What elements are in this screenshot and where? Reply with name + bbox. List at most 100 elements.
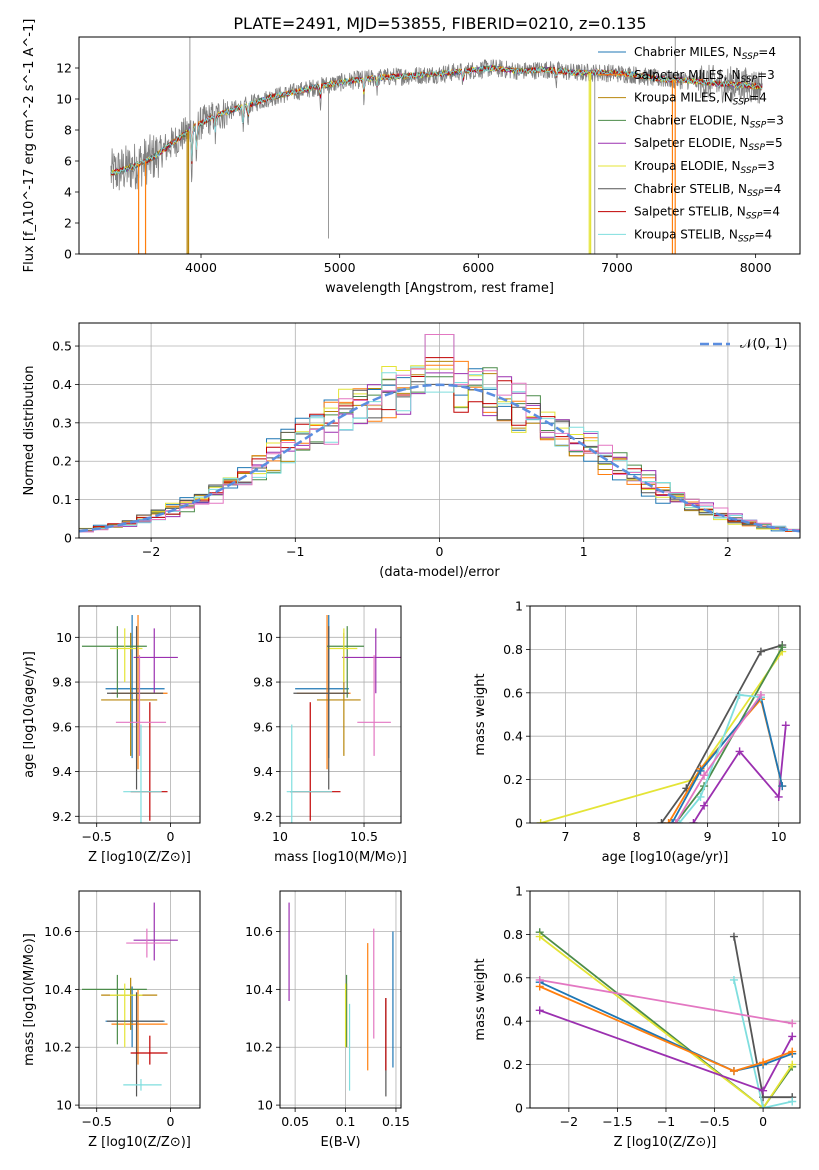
y-tick-label: 10	[257, 630, 273, 645]
x-tick-label: 0	[167, 1114, 175, 1129]
axes-frame	[78, 605, 201, 824]
weight-marker	[536, 819, 545, 823]
weight-marker	[735, 747, 744, 756]
y-tick-label: 9.2	[52, 809, 72, 824]
y-tick-label: 0	[64, 531, 72, 546]
weight-line	[660, 644, 783, 823]
residual-histogram	[79, 334, 800, 534]
model-dropout	[186, 131, 190, 254]
weight-line	[539, 935, 793, 1108]
y-tick-label: 10	[56, 92, 72, 107]
weight-marker	[696, 766, 705, 775]
x-tick-label: 5000	[324, 260, 356, 275]
weight-line	[671, 695, 784, 823]
x-axis-label: Z [log10(Z/Z⊙)]	[614, 1135, 717, 1150]
ebv-mass-panel: 0.05 0.1 0.15 10 10.2 10.4 10.6 E(B-V)	[245, 890, 410, 1150]
plot-area	[81, 902, 178, 1097]
y-tick-label: 0.2	[503, 772, 523, 787]
y-tick-label: 9.6	[253, 719, 273, 734]
y-tick-label: 0.3	[52, 415, 72, 430]
x-tick-label: 0	[436, 544, 444, 559]
weight-marker	[689, 819, 698, 823]
model-dropout	[588, 72, 592, 254]
model-dropout	[671, 79, 676, 254]
weight-marker	[729, 932, 738, 941]
y-tick-label: 10.4	[245, 982, 273, 997]
x-axis-label: mass [log10(M/M⊙)]	[274, 850, 407, 865]
weight-marker	[535, 1006, 544, 1015]
x-axis-label: (data-model)/error	[379, 565, 500, 580]
x-tick-label: 0.05	[281, 1114, 309, 1129]
y-tick-label: 10	[56, 1098, 72, 1113]
x-tick-label: −1	[286, 544, 304, 559]
plot-area	[79, 334, 800, 535]
y-tick-label: 0.2	[52, 454, 72, 469]
y-tick-label: 0.4	[52, 377, 72, 392]
weight-marker	[668, 819, 677, 823]
weight-marker	[756, 647, 765, 656]
weight-marker	[788, 1047, 797, 1056]
y-tick-label: 0	[64, 247, 72, 262]
y-axis-label: age [log10(age/yr)]	[22, 651, 37, 778]
y-tick-label: 0.8	[503, 642, 523, 657]
legend-entry: Kroupa ELODIE, NSSP=3	[634, 159, 775, 176]
z-mass-panel: −0.5 0 10 10.2 10.4 10.6 Z [log10(Z/Z⊙)] mass […	[22, 890, 201, 1150]
weight-line	[539, 981, 793, 1073]
axes-frame	[279, 605, 402, 824]
y-tick-label: 10.2	[245, 1040, 273, 1055]
weight-marker	[535, 975, 544, 984]
x-tick-label: 4000	[185, 260, 217, 275]
legend-entry: Kroupa STELIB, NSSP=4	[634, 227, 772, 244]
weight-marker	[788, 1032, 797, 1041]
x-tick-label: 0	[759, 1114, 767, 1129]
plot-area	[286, 614, 401, 823]
model-spectrum	[110, 65, 763, 176]
x-tick-label: 2	[724, 544, 732, 559]
y-tick-label: 9.8	[52, 675, 72, 690]
legend-entry: Salpeter ELODIE, NSSP=5	[634, 136, 783, 153]
y-tick-label: 8	[64, 123, 72, 138]
y-tick-label: 9.2	[253, 809, 273, 824]
x-tick-label: 0	[167, 829, 175, 844]
y-tick-label: 10.6	[245, 924, 273, 939]
weight-marker	[657, 819, 666, 823]
weight-line	[678, 694, 761, 823]
plot-area	[536, 641, 790, 823]
axes-frame	[78, 36, 801, 255]
x-tick-label: 0.1	[336, 1114, 356, 1129]
y-axis-label: Flux [f_λ10^-17 erg cm^-2 s^-1 A^-1]	[22, 19, 37, 273]
axes-frame	[529, 890, 801, 1109]
age-weights-panel: 7 8 9 10 0 0.2 0.4 0.6 0.8 1 age [log10(age/yr)] ma…	[473, 599, 801, 865]
normal-curve	[79, 383, 800, 533]
weight-marker	[696, 792, 705, 801]
figure-title: PLATE=2491, MJD=53855, FIBERID=0210, z=0…	[233, 14, 646, 33]
y-axis-label: mass weight	[473, 673, 488, 755]
weight-marker	[664, 819, 673, 823]
x-tick-label: −0.5	[699, 1114, 729, 1129]
weight-marker	[535, 932, 544, 941]
weight-marker	[675, 819, 684, 823]
y-tick-label: 0.4	[503, 1014, 523, 1029]
x-tick-label: 7000	[601, 260, 633, 275]
y-tick-label: 0.8	[503, 927, 523, 942]
y-tick-label: 2	[64, 216, 72, 231]
y-tick-label: 9.4	[253, 764, 273, 779]
y-tick-label: 0.6	[503, 970, 523, 985]
weight-marker	[788, 1097, 797, 1106]
y-tick-label: 6	[64, 154, 72, 169]
plot-area	[288, 902, 394, 1097]
weight-line	[539, 979, 793, 1025]
weight-marker	[756, 690, 765, 699]
y-tick-label: 0	[515, 816, 523, 831]
axes-frame	[279, 890, 402, 1109]
weight-marker	[774, 792, 783, 801]
x-tick-label: 1	[580, 544, 588, 559]
y-tick-label: 0.6	[503, 685, 523, 700]
x-tick-label: 10	[771, 829, 787, 844]
weight-line	[539, 985, 793, 1073]
x-tick-label: −0.5	[82, 829, 112, 844]
x-tick-label: 6000	[462, 260, 494, 275]
residuals-panel: −2 −1 0 1 2 0 0.1 0.2 0.3 0.4 0.5 (data-model)/erro…	[22, 322, 801, 580]
legend-entry: Chabrier ELODIE, NSSP=3	[634, 113, 784, 130]
